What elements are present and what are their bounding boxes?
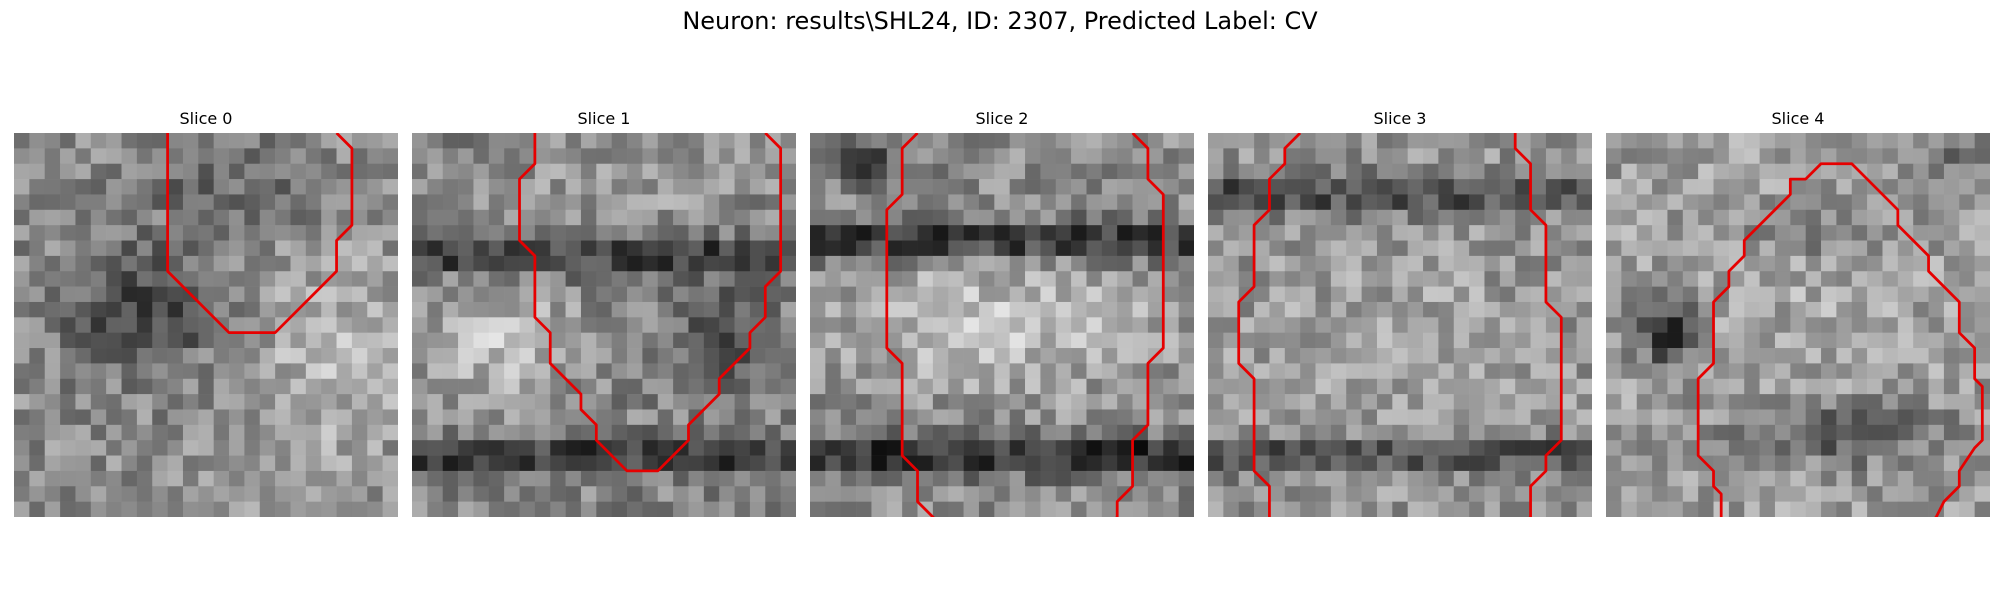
contour-line-3-0 [1237, 133, 1302, 517]
slice-title-2: Slice 2 [975, 109, 1029, 128]
contour-line-2-1 [1115, 133, 1165, 517]
slice-panel-1: Slice 1 [412, 108, 796, 517]
slice-title-3: Slice 3 [1373, 109, 1427, 128]
slice-image-4 [1606, 133, 1990, 517]
slice-panel-3: Slice 3 [1208, 108, 1592, 517]
slice-image-3 [1208, 133, 1592, 517]
contour-line-0-0 [166, 133, 354, 335]
contour-line-1-0 [518, 133, 783, 473]
slice-panel-2: Slice 2 [810, 108, 1194, 517]
slice-title-0: Slice 0 [179, 109, 233, 128]
slice-panel-0: Slice 0 [14, 108, 398, 517]
contour-line-2-0 [885, 133, 935, 517]
contour-line-3-1 [1513, 133, 1563, 517]
figure-title: Neuron: results\SHL24, ID: 2307, Predict… [682, 7, 1318, 35]
slice-image-1 [412, 133, 796, 517]
slice-panel-4: Slice 4 [1606, 108, 1990, 517]
slice-title-1: Slice 1 [577, 109, 631, 128]
slice-title-4: Slice 4 [1771, 109, 1825, 128]
contour-line-4-0 [1696, 162, 1984, 517]
slice-image-0 [14, 133, 398, 517]
slice-image-2 [810, 133, 1194, 517]
